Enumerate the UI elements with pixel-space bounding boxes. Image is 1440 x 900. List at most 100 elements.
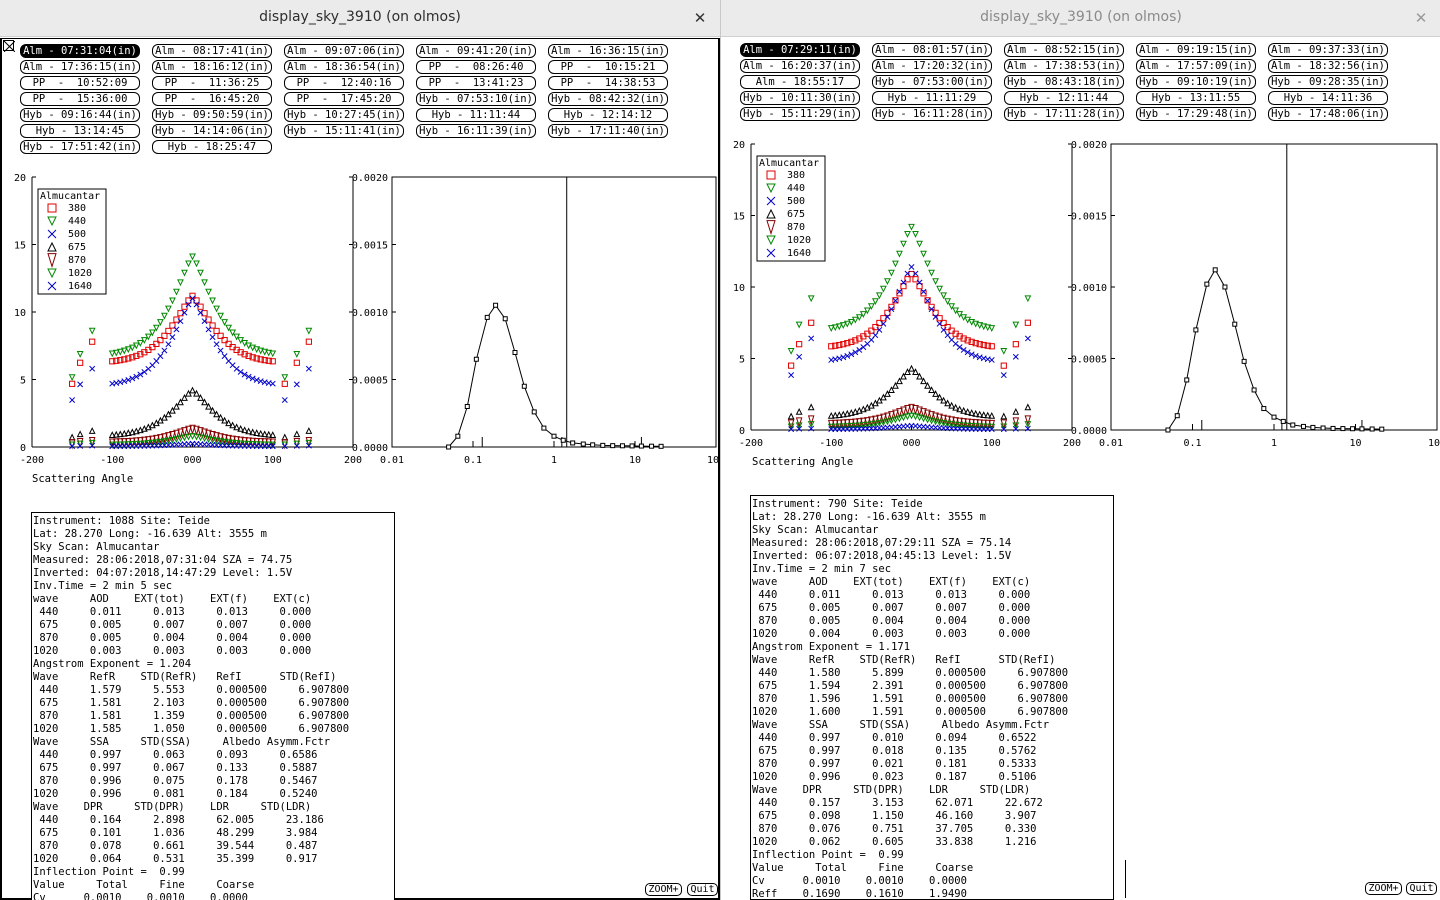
scan-button[interactable]: Alm - 07:29:11(in) [740,43,860,57]
data-point [988,356,995,363]
data-point [89,338,96,345]
scan-button[interactable]: Alm - 07:31:04(in) [20,44,140,58]
scan-button[interactable]: Alm - 09:37:33(in) [1268,43,1388,57]
data-point [120,347,128,355]
scan-button[interactable]: Hyb - 15:11:29(in) [740,107,860,121]
scan-button[interactable]: PP - 12:40:16 [284,76,404,90]
close-icon[interactable]: ✕ [693,9,707,27]
data-point [1012,422,1020,430]
data-point [796,353,803,360]
x-tick-label: 200 [1063,438,1081,449]
close-icon[interactable]: ✕ [1414,9,1428,27]
scan-button[interactable]: Hyb - 09:50:59(in) [152,108,272,122]
data-point [121,378,128,385]
scan-button[interactable]: Hyb - 11:11:44 [416,108,536,122]
data-point [788,362,795,369]
scan-button[interactable]: PP - 10:15:21 [548,60,668,74]
data-point [948,303,956,311]
data-point [940,396,948,404]
data-point [904,231,911,238]
data-point [205,326,212,333]
scan-button[interactable]: Hyb - 17:48:06(in) [1268,107,1388,121]
scan-button[interactable]: PP - 15:36:00 [20,92,140,106]
scan-button[interactable]: Alm - 09:19:15(in) [1136,43,1256,57]
scan-button[interactable]: Hyb - 17:11:28(in) [1004,107,1124,121]
data-point [116,430,124,438]
zoom-button[interactable]: ZOOM+ [1365,882,1402,895]
legend-marker [766,183,776,194]
y-tick-label: 0.0005 [352,376,388,387]
scan-button[interactable]: Alm - 16:20:37(in) [740,59,860,73]
scan-button[interactable]: PP - 14:38:53 [548,76,668,90]
scan-button[interactable]: Hyb - 07:53:10(in) [416,92,536,106]
scan-button[interactable]: Hyb - 14:11:36 [1268,91,1388,105]
scan-button[interactable]: Hyb - 09:28:35(in) [1268,75,1388,89]
scan-button[interactable]: Hyb - 17:51:42(in) [20,140,140,154]
scan-button[interactable]: Alm - 17:36:15(in) [20,60,140,74]
scan-button[interactable]: Hyb - 17:29:48(in) [1136,107,1256,121]
scan-button[interactable]: Alm - 08:01:57(in) [872,43,992,57]
data-point [936,393,943,401]
scan-button[interactable]: PP - 16:45:20 [152,92,272,106]
scan-button[interactable]: Hyb - 17:11:40(in) [548,124,668,138]
scan-button[interactable]: Hyb - 12:11:44 [1004,91,1124,105]
scan-button[interactable]: Alm - 18:32:56(in) [1268,59,1388,73]
data-point [808,319,815,326]
scan-button[interactable]: Hyb - 10:11:30(in) [740,91,860,105]
scan-button[interactable]: Alm - 18:36:54(in) [284,60,404,74]
data-point [213,341,220,348]
scan-button[interactable]: Alm - 18:55:17 [740,75,860,89]
scan-button[interactable]: Hyb - 14:14:06(in) [152,124,272,138]
scan-button[interactable]: Alm - 17:20:32(in) [872,59,992,73]
scan-button[interactable]: Hyb - 16:11:28(in) [872,107,992,121]
data-point [956,344,963,351]
data-point [185,425,192,437]
scan-button[interactable]: Alm - 08:52:15(in) [1004,43,1124,57]
scan-button[interactable]: PP - 17:45:20 [284,92,404,106]
scan-button[interactable]: Hyb - 15:11:41(in) [284,124,404,138]
scan-button[interactable]: Hyb - 09:10:19(in) [1136,75,1256,89]
scan-button[interactable]: Hyb - 18:25:47 [152,140,272,154]
x-tick-label: 0.1 [464,455,482,466]
y-tick-label: 0.0010 [352,308,388,319]
scan-button[interactable]: Alm - 09:41:20(in) [416,44,536,58]
quit-button[interactable]: Quit [1406,882,1437,895]
scan-button[interactable]: PP - 08:26:40 [416,60,536,74]
scan-button[interactable]: PP - 11:36:25 [152,76,272,90]
scan-button[interactable]: Hyb - 11:11:29 [872,91,992,105]
scan-button[interactable]: Hyb - 13:11:55 [1136,91,1256,105]
scan-button[interactable]: PP - 13:41:23 [416,76,536,90]
scan-button[interactable]: Hyb - 13:14:45 [20,124,140,138]
scan-button[interactable]: Hyb - 08:43:18(in) [1004,75,1124,89]
scan-button[interactable]: Hyb - 08:42:32(in) [548,92,668,106]
scan-button[interactable]: Hyb - 10:27:45(in) [284,108,404,122]
scan-button[interactable]: Hyb - 16:11:39(in) [416,124,536,138]
data-point [177,279,184,287]
data-point [827,325,835,332]
info-line: 1020 0.996 0.023 0.187 0.5106 [752,771,1037,783]
scan-button[interactable]: Alm - 16:36:15(in) [548,44,668,58]
scan-button[interactable]: PP - 10:52:09 [20,76,140,90]
zoom-button[interactable]: ZOOM+ [645,883,682,896]
quit-button[interactable]: Quit [687,883,718,896]
info-line: Inflection Point = 0.99 [752,849,904,861]
corner-close-icon[interactable] [3,40,15,52]
data-point [839,410,847,418]
distribution-point [1184,377,1190,383]
data-point [924,297,931,304]
info-line: Sky Scan: Almucantar [33,541,160,553]
scan-button[interactable]: Alm - 08:17:41(in) [152,44,272,58]
data-point [976,341,983,348]
scan-button[interactable]: Alm - 18:16:12(in) [152,60,272,74]
scan-button[interactable]: Alm - 17:38:53(in) [1004,59,1124,73]
data-point [920,415,927,423]
data-point [808,425,815,432]
data-point [261,357,268,364]
data-point [265,357,272,364]
scan-button[interactable]: Alm - 09:07:06(in) [284,44,404,58]
scan-button[interactable]: Alm - 17:57:09(in) [1136,59,1256,73]
scan-button[interactable]: Hyb - 07:53:00(in) [872,75,992,89]
x-tick-label: 000 [183,455,201,466]
scan-button[interactable]: Hyb - 12:14:12 [548,108,668,122]
scan-button[interactable]: Hyb - 09:16:44(in) [20,108,140,122]
